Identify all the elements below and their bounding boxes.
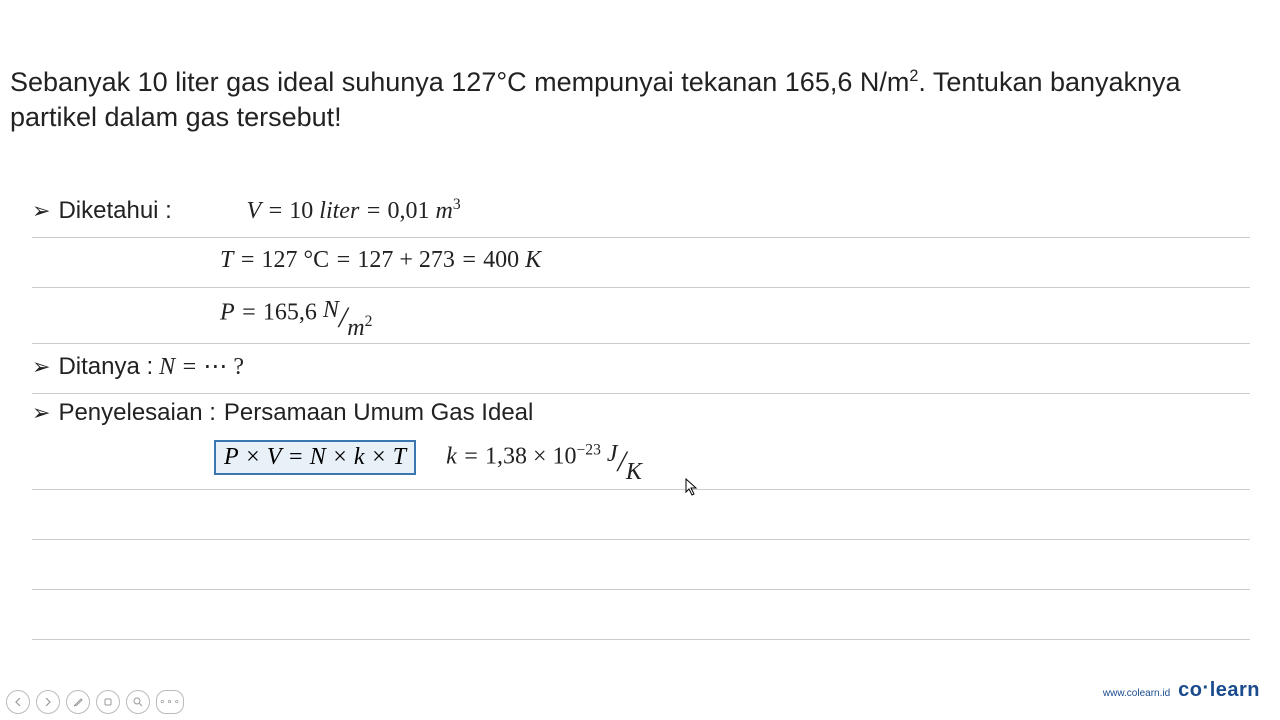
zoom-button[interactable] [126, 690, 150, 714]
row-ditanya: ➢ Ditanya : N = ⋯ ? [32, 344, 1250, 394]
bullet-icon: ➢ [32, 400, 50, 426]
prev-button[interactable] [6, 690, 30, 714]
cursor-icon [685, 478, 699, 499]
row-formula: P × V = N × k × T k = 1,38 × 10−23 J/K [32, 430, 1250, 490]
empty-row [32, 490, 1250, 540]
footer: ∘∘∘ www.colearn.id co·learn [0, 680, 1280, 720]
math-ditanya: N = ⋯ ? [159, 352, 244, 381]
math-volume: V = 10 liter = 0,01 m3 [246, 196, 460, 225]
brand: www.colearn.id co·learn [1103, 679, 1260, 702]
label-penyelesaian: Penyelesaian : [58, 399, 215, 427]
row-diketahui-2: T = 127 °C = 127 + 273 = 400 K [32, 238, 1250, 288]
math-pressure: P = 165,6 N/m2 [220, 297, 372, 331]
next-button[interactable] [36, 690, 60, 714]
bullet-icon: ➢ [32, 198, 50, 224]
toolbar: ∘∘∘ [6, 690, 184, 714]
label-ditanya: Ditanya : [58, 353, 153, 381]
formula-box: P × V = N × k × T [214, 440, 416, 475]
brand-url: www.colearn.id [1103, 688, 1170, 699]
row-diketahui-3: P = 165,6 N/m2 [32, 288, 1250, 344]
problem-statement: Sebanyak 10 liter gas ideal suhunya 127°… [10, 65, 1260, 135]
stamp-button[interactable] [96, 690, 120, 714]
more-button[interactable]: ∘∘∘ [156, 690, 184, 714]
pen-button[interactable] [66, 690, 90, 714]
bullet-icon: ➢ [32, 354, 50, 380]
subtitle-penyelesaian: Persamaan Umum Gas Ideal [224, 399, 533, 427]
solution-area: ➢ Diketahui : V = 10 liter = 0,01 m3 T =… [32, 188, 1250, 690]
brand-logo: co·learn [1178, 679, 1260, 702]
empty-row [32, 590, 1250, 640]
math-boltzmann: k = 1,38 × 10−23 J/K [446, 441, 642, 475]
empty-row [32, 540, 1250, 590]
label-diketahui: Diketahui : [58, 197, 218, 225]
row-diketahui-1: ➢ Diketahui : V = 10 liter = 0,01 m3 [32, 188, 1250, 238]
row-penyelesaian-label: ➢ Penyelesaian : Persamaan Umum Gas Idea… [32, 394, 1250, 430]
math-temperature: T = 127 °C = 127 + 273 = 400 K [220, 247, 541, 274]
